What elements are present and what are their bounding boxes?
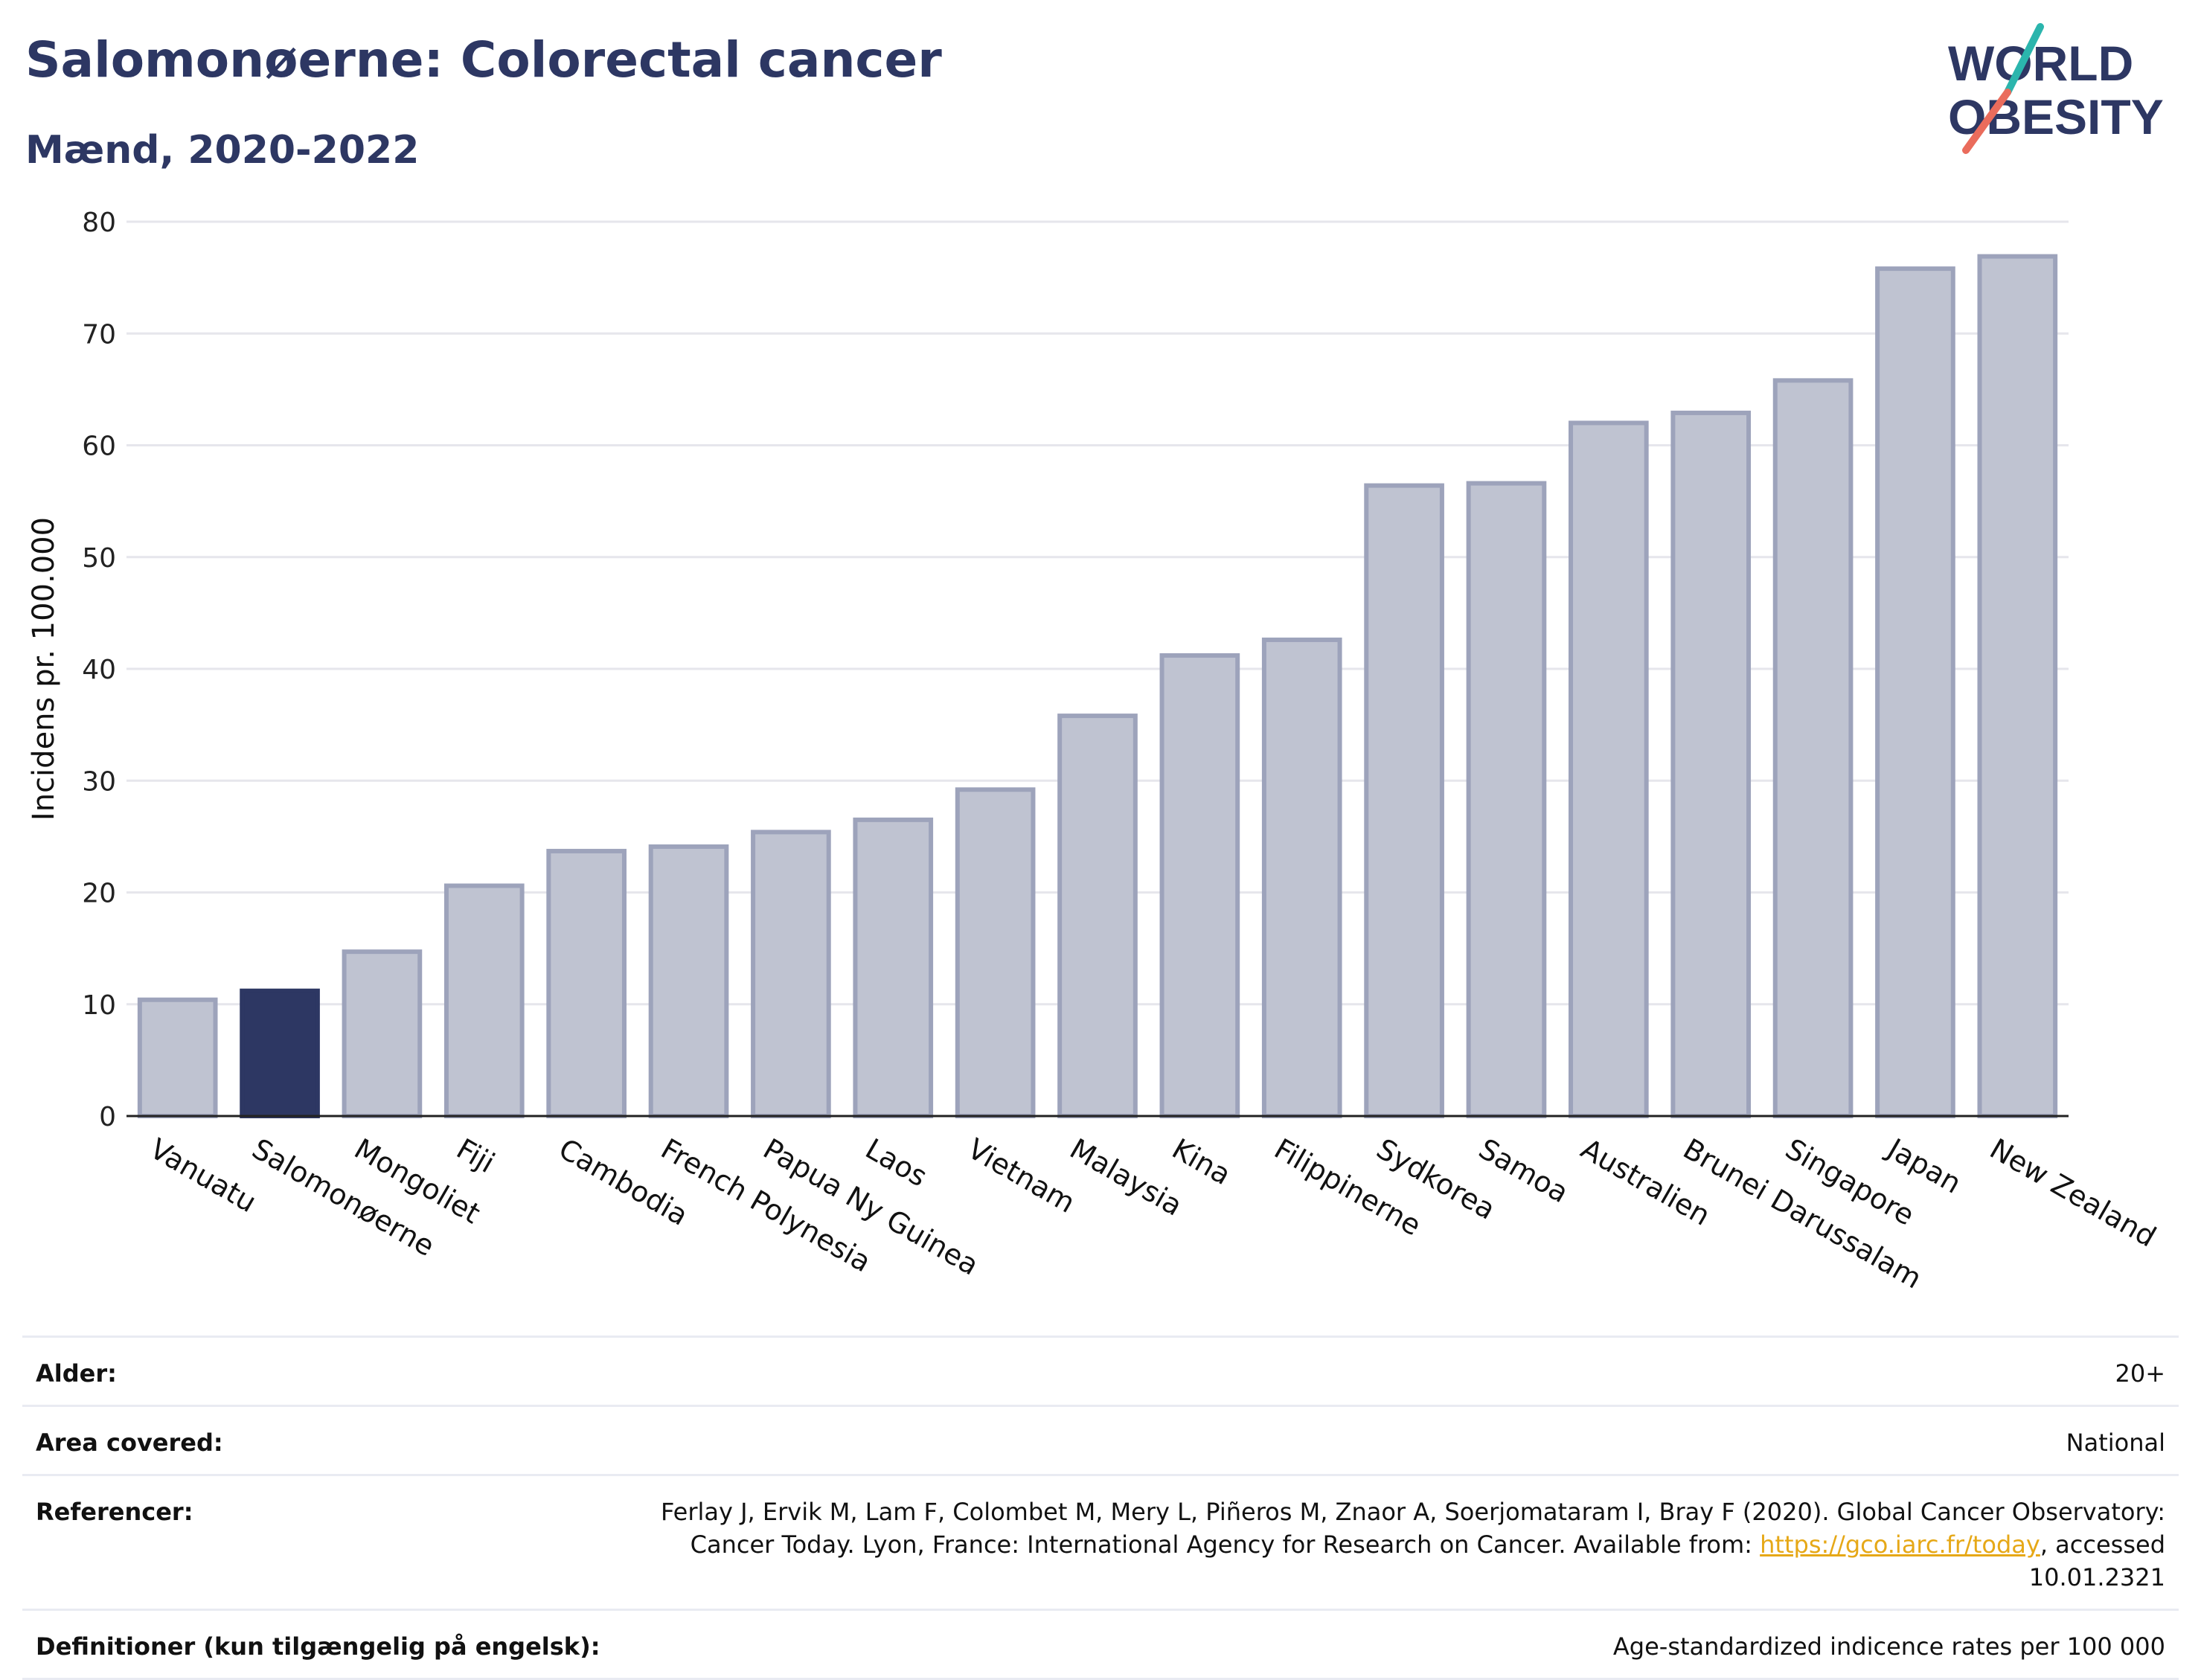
- metadata-table: Alder: 20+ Area covered: National Refere…: [22, 1336, 2179, 1680]
- logo-line-2: OBESITY: [1948, 89, 2164, 144]
- world-obesity-logo: WORLD OBESITY: [1948, 23, 2164, 154]
- y-tick-label: 60: [82, 432, 116, 462]
- bar-samoa[interactable]: Samoa: 56.6: [1466, 481, 1547, 1118]
- meta-value: Age-standardized indicence rates per 100…: [1612, 1632, 2165, 1661]
- bar-vanuatu[interactable]: Vanuatu: 10.4: [137, 997, 218, 1118]
- logo-line-1: WORLD: [1948, 36, 2133, 91]
- y-tick-label: 0: [99, 1102, 116, 1132]
- x-tick-label: Salomonøerne: [247, 1132, 440, 1263]
- meta-label: Alder:: [36, 1359, 117, 1388]
- bar-brunei-darussalam[interactable]: Brunei Darussalam: 62.9: [1670, 410, 1752, 1118]
- y-axis-label: Incidens pr. 100.000: [27, 517, 61, 821]
- meta-row-area: Area covered: National: [22, 1405, 2179, 1474]
- meta-value: 20+: [2115, 1359, 2165, 1388]
- meta-label: Definitioner (kun tilgængelig på engelsk…: [36, 1632, 600, 1661]
- bar-filippinerne[interactable]: Filippinerne: 42.6: [1261, 637, 1342, 1118]
- chart-subtitle: Mænd, 2020-2022: [25, 128, 420, 173]
- y-tick-label: 10: [82, 990, 116, 1021]
- meta-row-age: Alder: 20+: [22, 1336, 2179, 1405]
- bar-malaysia[interactable]: Malaysia: 35.8: [1057, 714, 1138, 1118]
- chart-title: Salomonøerne: Colorectal cancer: [25, 31, 942, 89]
- y-tick-label: 20: [82, 879, 116, 909]
- meta-label: Area covered:: [36, 1429, 223, 1457]
- bar-kina[interactable]: Kina: 41.2: [1159, 653, 1240, 1118]
- x-tick-label: Laos: [860, 1132, 933, 1193]
- logo-slash-coral: [1962, 89, 2011, 154]
- bar-new-zealand[interactable]: New Zealand: 76.9: [1977, 254, 2058, 1118]
- reference-accessed: , accessed 10.01.2321: [2028, 1530, 2165, 1591]
- bar-salomonøerne[interactable]: Salomonøerne: 11.2: [240, 988, 320, 1118]
- meta-value: National: [2066, 1429, 2165, 1457]
- y-tick-label: 70: [82, 319, 116, 350]
- bar-mongoliet[interactable]: Mongoliet: 14.7: [342, 949, 423, 1118]
- bars: Vanuatu: 10.4 Salomonøerne: 11.2 Mongoliet…: [137, 254, 2058, 1119]
- meta-row-definitions: Definitioner (kun tilgængelig på engelsk…: [22, 1609, 2179, 1680]
- meta-value: Ferlay J, Ervik M, Lam F, Colombet M, Me…: [573, 1495, 2165, 1594]
- y-tick-label: 30: [82, 766, 116, 797]
- y-tick-labels: 0 10 20 30 40 50 60 70 80: [82, 208, 116, 1132]
- bar-french-polynesia[interactable]: French Polynesia: 24.1: [648, 844, 729, 1118]
- meta-row-references: Referencer: Ferlay J, Ervik M, Lam F, Co…: [22, 1474, 2179, 1609]
- x-tick-label: Fiji: [451, 1132, 500, 1179]
- y-tick-label: 80: [82, 208, 116, 238]
- bar-japan[interactable]: Japan: 75.8: [1875, 266, 1955, 1119]
- reference-link[interactable]: https://gco.iarc.fr/today: [1760, 1530, 2040, 1559]
- x-tick-label: Malaysia: [1065, 1132, 1188, 1222]
- bar-singapore[interactable]: Singapore: 65.8: [1772, 378, 1854, 1119]
- bar-australien[interactable]: Australien: 62: [1569, 420, 1649, 1118]
- x-tick-label: New Zealand: [1984, 1132, 2162, 1254]
- bar-cambodia[interactable]: Cambodia: 23.7: [546, 848, 627, 1118]
- reference-text: Ferlay J, Ervik M, Lam F, Colombet M, Me…: [661, 1498, 2165, 1559]
- x-tick-label: Kina: [1167, 1132, 1237, 1192]
- bar-fiji[interactable]: Fiji: 20.6: [443, 883, 525, 1118]
- meta-label: Referencer:: [36, 1498, 193, 1526]
- bar-laos[interactable]: Laos: 26.5: [853, 817, 934, 1119]
- x-tick-label: Vanuatu: [144, 1132, 262, 1219]
- x-tick-label: Vietnam: [962, 1132, 1080, 1219]
- y-tick-label: 50: [82, 543, 116, 574]
- bar-sydkorea[interactable]: Sydkorea: 56.4: [1364, 483, 1444, 1118]
- bar-papua-ny-guinea[interactable]: Papua Ny Guinea: 25.4: [751, 830, 831, 1118]
- bar-chart: Vanuatu: 10.4 Salomonøerne: 11.2 Mongoliet…: [27, 208, 2162, 1295]
- y-tick-label: 40: [82, 655, 116, 685]
- logo-slash-teal: [2004, 23, 2044, 96]
- bar-vietnam[interactable]: Vietnam: 29.2: [955, 787, 1036, 1119]
